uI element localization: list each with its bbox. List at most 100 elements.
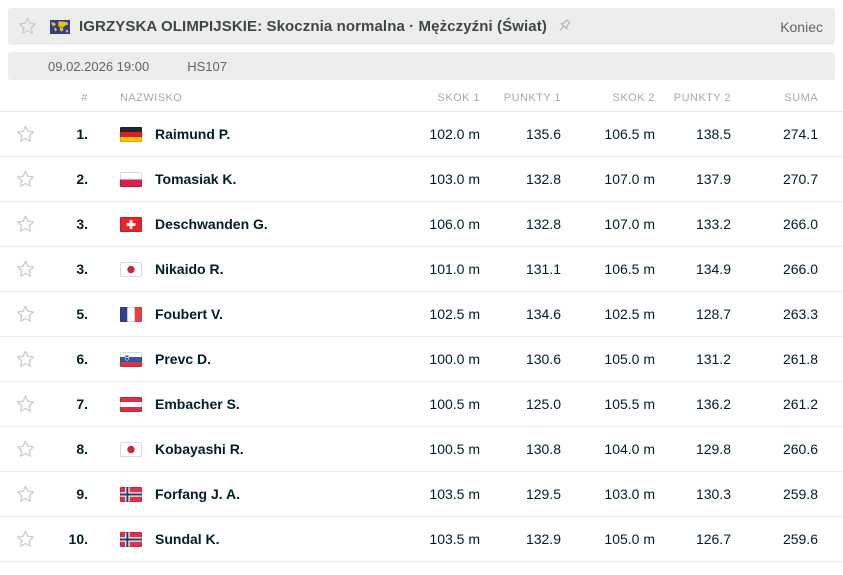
event-status-label: Koniec <box>780 18 823 35</box>
athlete-name[interactable]: Kobayashi R. <box>155 441 244 457</box>
result-row[interactable]: 3. Deschwanden G. 106.0 m 132.8 107.0 m … <box>0 202 843 247</box>
favorite-star-button[interactable] <box>12 301 38 327</box>
table-header-row: # NAZWISKO SKOK 1 PUNKTY 1 SKOK 2 PUNKTY… <box>0 85 843 112</box>
total-points: 260.6 <box>782 441 818 457</box>
flag-jp-icon <box>120 261 142 277</box>
total-points: 261.2 <box>782 396 818 412</box>
column-header-total: SUMA <box>784 92 818 104</box>
points2-value: 126.7 <box>695 531 731 547</box>
points1-value: 129.5 <box>525 486 561 502</box>
rank-number: 9. <box>76 486 88 502</box>
rank-number: 2. <box>76 171 88 187</box>
points2-value: 138.5 <box>695 126 731 142</box>
rank-number: 6. <box>76 351 88 367</box>
total-points: 266.0 <box>782 261 818 277</box>
favorite-star-button[interactable] <box>12 121 38 147</box>
points2-value: 133.2 <box>695 216 731 232</box>
points1-value: 131.1 <box>525 261 561 277</box>
event-datetime: 09.02.2026 19:00 <box>48 58 150 74</box>
world-flag-icon <box>50 19 70 34</box>
jump2-distance: 106.5 m <box>604 261 655 277</box>
favorite-star-button[interactable] <box>12 166 38 192</box>
rank-number: 3. <box>76 261 88 277</box>
result-row[interactable]: 7. Embacher S. 100.5 m 125.0 105.5 m 136… <box>0 382 843 427</box>
rank-number: 8. <box>76 441 88 457</box>
jump2-distance: 107.0 m <box>604 216 655 232</box>
rank-number: 1. <box>76 126 88 142</box>
jump2-distance: 106.5 m <box>604 126 655 142</box>
result-row[interactable]: 10. Sundal K. 103.5 m 132.9 105.0 m 126.… <box>0 517 843 562</box>
column-header-name: NAZWISKO <box>120 92 183 104</box>
athlete-name[interactable]: Tomasiak K. <box>155 171 237 187</box>
points1-value: 132.9 <box>525 531 561 547</box>
points2-value: 137.9 <box>695 171 731 187</box>
favorite-star-button[interactable] <box>12 481 38 507</box>
result-row[interactable]: 5. Foubert V. 102.5 m 134.6 102.5 m 128.… <box>0 292 843 337</box>
favorite-star-button[interactable] <box>12 256 38 282</box>
favorite-star-button[interactable] <box>12 391 38 417</box>
flag-fr-icon <box>120 306 142 322</box>
athlete-name[interactable]: Prevc D. <box>155 351 212 367</box>
points1-value: 135.6 <box>525 126 561 142</box>
athlete-name[interactable]: Foubert V. <box>155 306 223 322</box>
flag-pl-icon <box>120 171 142 187</box>
column-header-points2: PUNKTY 2 <box>673 92 731 104</box>
hill-size-label: HS107 <box>187 58 227 74</box>
favorite-star-button[interactable] <box>12 526 38 552</box>
jump2-distance: 102.5 m <box>604 306 655 322</box>
athlete-name[interactable]: Sundal K. <box>155 531 220 547</box>
rank-number: 7. <box>76 396 88 412</box>
points2-value: 129.8 <box>695 441 731 457</box>
event-meta-bar: 09.02.2026 19:00 HS107 <box>8 52 835 80</box>
total-points: 259.6 <box>782 531 818 547</box>
results-table: # NAZWISKO SKOK 1 PUNKTY 1 SKOK 2 PUNKTY… <box>0 85 843 562</box>
result-row[interactable]: 9. Forfang J. A. 103.5 m 129.5 103.0 m 1… <box>0 472 843 517</box>
event-title[interactable]: IGRZYSKA OLIMPIJSKIE: Skocznia normalna … <box>79 18 547 35</box>
jump2-distance: 105.0 m <box>604 351 655 367</box>
result-row[interactable]: 8. Kobayashi R. 100.5 m 130.8 104.0 m 12… <box>0 427 843 472</box>
points2-value: 130.3 <box>695 486 731 502</box>
jump1-distance: 100.0 m <box>429 351 480 367</box>
points1-value: 132.8 <box>525 216 561 232</box>
total-points: 259.8 <box>782 486 818 502</box>
result-row[interactable]: 6. Prevc D. 100.0 m 130.6 105.0 m 131.2 … <box>0 337 843 382</box>
column-header-jump2: SKOK 2 <box>612 92 655 104</box>
athlete-name[interactable]: Forfang J. A. <box>155 486 241 502</box>
points1-value: 125.0 <box>525 396 561 412</box>
flag-no-icon <box>120 486 142 502</box>
favorite-star-button[interactable] <box>12 436 38 462</box>
jump1-distance: 100.5 m <box>429 396 480 412</box>
jump1-distance: 103.0 m <box>429 171 480 187</box>
total-points: 261.8 <box>782 351 818 367</box>
athlete-name[interactable]: Nikaido R. <box>155 261 224 277</box>
flag-de-icon <box>120 126 142 142</box>
column-header-points1: PUNKTY 1 <box>503 92 561 104</box>
total-points: 266.0 <box>782 216 818 232</box>
athlete-name[interactable]: Raimund P. <box>155 126 231 142</box>
total-points: 274.1 <box>782 126 818 142</box>
favorite-star-button[interactable] <box>12 346 38 372</box>
pin-icon[interactable] <box>554 17 573 36</box>
result-row[interactable]: 1. Raimund P. 102.0 m 135.6 106.5 m 138.… <box>0 112 843 157</box>
result-row[interactable]: 2. Tomasiak K. 103.0 m 132.8 107.0 m 137… <box>0 157 843 202</box>
favorite-star-button[interactable] <box>12 211 38 237</box>
athlete-name[interactable]: Embacher S. <box>155 396 240 412</box>
points2-value: 136.2 <box>695 396 731 412</box>
flag-at-icon <box>120 396 142 412</box>
rank-number: 3. <box>76 216 88 232</box>
table-body: 1. Raimund P. 102.0 m 135.6 106.5 m 138.… <box>0 112 843 562</box>
jump2-distance: 104.0 m <box>604 441 655 457</box>
jump1-distance: 106.0 m <box>429 216 480 232</box>
points1-value: 130.8 <box>525 441 561 457</box>
result-row[interactable]: 3. Nikaido R. 101.0 m 131.1 106.5 m 134.… <box>0 247 843 292</box>
flag-ch-icon <box>120 216 142 232</box>
athlete-name[interactable]: Deschwanden G. <box>155 216 268 232</box>
rank-number: 10. <box>68 531 88 547</box>
jump1-distance: 102.0 m <box>429 126 480 142</box>
points1-value: 134.6 <box>525 306 561 322</box>
jump1-distance: 103.5 m <box>429 531 480 547</box>
jump2-distance: 105.0 m <box>604 531 655 547</box>
favorite-star-button[interactable] <box>14 14 40 40</box>
jump2-distance: 105.5 m <box>604 396 655 412</box>
